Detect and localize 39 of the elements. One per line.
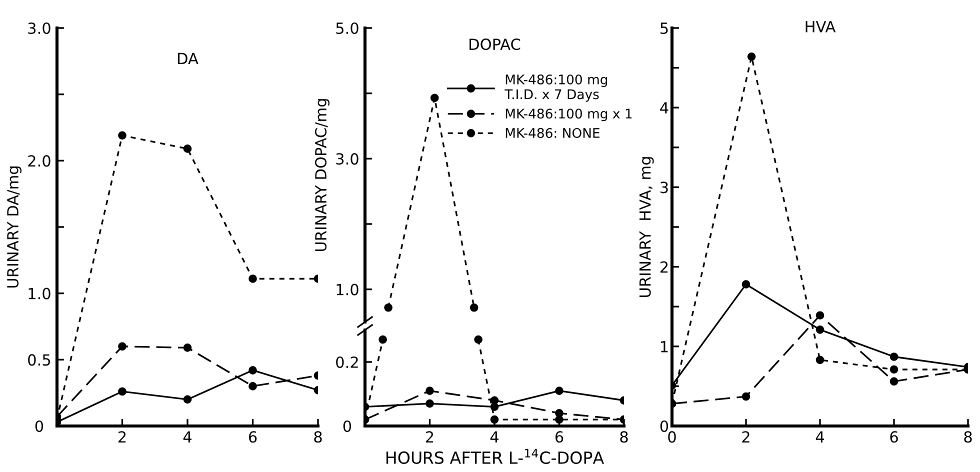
- x-tick-label: 8: [620, 431, 628, 443]
- y-tick-label: 1.0: [28, 288, 50, 300]
- y-tick-label: 3.0: [336, 153, 358, 165]
- y-tick-label: 0: [35, 420, 44, 432]
- y-tick-label: 0.5: [28, 354, 50, 366]
- x-tick-label: 4: [816, 431, 824, 442]
- y-tick-label: 4: [660, 102, 668, 114]
- y-tick-label: 2.0: [28, 155, 50, 167]
- x-tick-label: 2: [426, 431, 434, 442]
- legend-label: MK-486:100 mg x 1: [506, 108, 632, 122]
- y-tick-label: 1.0: [336, 284, 358, 296]
- y-tick-label: 1: [661, 341, 668, 352]
- legend-label: MK-486:100 mg T.I.D. x 7 Days: [504, 74, 608, 102]
- x-tick-label: 2: [742, 431, 750, 442]
- y-tick-label: 5.0: [336, 22, 358, 34]
- x-axis-title: HOURS AFTER L-$^{14}$C-DOPA: [386, 448, 604, 464]
- y-tick-label: 0.2: [336, 356, 358, 368]
- chart-title: HVA: [806, 21, 836, 32]
- x-tick-label: 6: [890, 431, 898, 443]
- y-axis-title: URINARY DOPAC/mg: [315, 99, 330, 251]
- x-tick-label: 8: [314, 431, 322, 443]
- y-tick-label: 3.0: [28, 22, 50, 34]
- legend-label: MK-486: NONE: [506, 128, 600, 138]
- y-axis-title: URINARY DA/mg: [7, 166, 22, 288]
- text: DOPAC: [470, 38, 520, 50]
- text: DA: [178, 52, 198, 64]
- y-axis-title: URINARY HVA, mg: [639, 157, 654, 297]
- y-tick-label: 2: [660, 261, 668, 273]
- x-tick-label: 6: [555, 431, 564, 443]
- x-tick-label: 0: [668, 431, 676, 443]
- y-tick-label: 3: [660, 182, 668, 194]
- x-tick-label: 4: [490, 431, 499, 442]
- y-tick-label: 0: [660, 420, 668, 432]
- x-tick-label: 4: [183, 431, 192, 442]
- x-tick-label: 8: [964, 431, 972, 443]
- x-tick-label: 2: [118, 431, 126, 442]
- y-tick-label: 0: [343, 420, 352, 432]
- y-tick-label: 5: [660, 22, 668, 34]
- x-tick-label: 6: [248, 431, 257, 443]
